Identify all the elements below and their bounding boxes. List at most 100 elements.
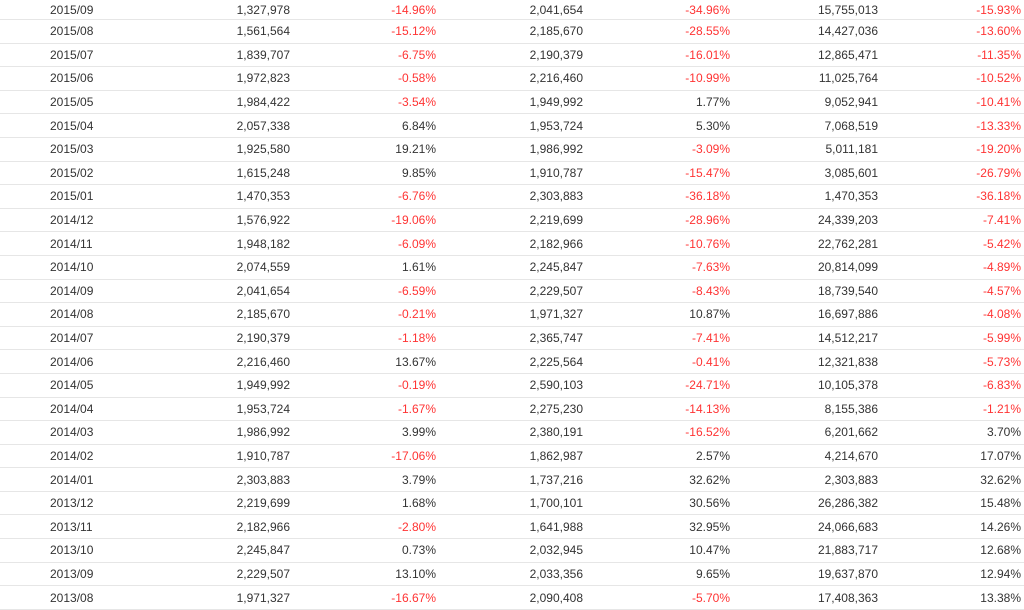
month-cell: 2013/08 bbox=[50, 590, 94, 605]
change-3-cell: 17.07% bbox=[980, 448, 1021, 463]
value-1-cell: 1,948,182 bbox=[236, 236, 290, 251]
change-3-cell: 12.94% bbox=[980, 566, 1021, 581]
change-2-cell: -7.41% bbox=[691, 331, 730, 346]
change-1-cell: 1.68% bbox=[401, 496, 436, 511]
value-1-cell: 1,984,422 bbox=[236, 95, 290, 110]
value-2-cell: 2,219,699 bbox=[529, 213, 583, 228]
value-3-cell: 20,814,099 bbox=[817, 260, 878, 275]
change-3-cell: 13.38% bbox=[980, 590, 1021, 605]
change-2-cell: -34.96% bbox=[685, 2, 730, 17]
month-cell: 2014/06 bbox=[50, 354, 94, 369]
change-2-cell: -8.43% bbox=[691, 283, 730, 298]
change-1-cell: -14.96% bbox=[391, 2, 436, 17]
month-cell: 2014/11 bbox=[50, 236, 93, 251]
table-row: 2014/04 1,953,724 -1.67% 2,275,230 -14.13% 8,… bbox=[0, 398, 1024, 422]
change-2-cell: 10.87% bbox=[689, 307, 730, 322]
change-2-cell: -10.76% bbox=[685, 236, 730, 251]
value-1-cell: 2,182,966 bbox=[236, 519, 290, 534]
value-3-cell: 24,066,683 bbox=[817, 519, 878, 534]
change-2-cell: 9.65% bbox=[695, 566, 730, 581]
value-1-cell: 1,839,707 bbox=[236, 47, 290, 62]
change-2-cell: 2.57% bbox=[695, 448, 730, 463]
change-2-cell: -36.18% bbox=[685, 189, 730, 204]
value-3-cell: 19,637,870 bbox=[817, 566, 878, 581]
month-cell: 2015/08 bbox=[50, 24, 94, 39]
change-1-cell: -1.18% bbox=[397, 331, 436, 346]
value-3-cell: 3,085,601 bbox=[824, 165, 878, 180]
change-3-cell: -11.35% bbox=[977, 47, 1021, 62]
value-1-cell: 1,986,992 bbox=[236, 425, 290, 440]
table-row: 2015/05 1,984,422 -3.54% 1,949,992 1.77% 9,05… bbox=[0, 91, 1024, 115]
month-cell: 2015/04 bbox=[50, 118, 94, 133]
table-row: 2014/12 1,576,922 -19.06% 2,219,699 -28.96% 2… bbox=[0, 209, 1024, 233]
month-cell: 2014/03 bbox=[50, 425, 94, 440]
month-cell: 2015/01 bbox=[50, 189, 94, 204]
change-2-cell: 32.62% bbox=[689, 472, 730, 487]
value-1-cell: 1,561,564 bbox=[236, 24, 290, 39]
change-2-cell: 1.77% bbox=[695, 95, 730, 110]
value-1-cell: 2,185,670 bbox=[236, 307, 290, 322]
value-3-cell: 1,470,353 bbox=[824, 189, 878, 204]
change-3-cell: -4.89% bbox=[982, 260, 1021, 275]
change-3-cell: -13.33% bbox=[976, 118, 1021, 133]
value-2-cell: 2,032,945 bbox=[529, 543, 583, 558]
value-1-cell: 1,576,922 bbox=[236, 213, 290, 228]
value-3-cell: 7,068,519 bbox=[824, 118, 878, 133]
change-2-cell: -14.13% bbox=[685, 401, 730, 416]
change-2-cell: -28.55% bbox=[685, 24, 730, 39]
change-2-cell: -0.41% bbox=[691, 354, 730, 369]
month-cell: 2014/02 bbox=[50, 448, 94, 463]
change-2-cell: 10.47% bbox=[689, 543, 730, 558]
value-3-cell: 12,321,838 bbox=[817, 354, 878, 369]
month-cell: 2013/11 bbox=[50, 519, 93, 534]
value-1-cell: 2,229,507 bbox=[236, 566, 290, 581]
value-1-cell: 1,971,327 bbox=[236, 590, 290, 605]
change-1-cell: 13.10% bbox=[395, 566, 436, 581]
change-2-cell: -16.01% bbox=[685, 47, 730, 62]
change-3-cell: -15.93% bbox=[976, 2, 1021, 17]
month-cell: 2015/07 bbox=[50, 47, 94, 62]
change-1-cell: -2.80% bbox=[397, 519, 436, 534]
value-2-cell: 1,737,216 bbox=[529, 472, 583, 487]
value-3-cell: 21,883,717 bbox=[817, 543, 878, 558]
change-1-cell: -3.54% bbox=[397, 95, 436, 110]
change-1-cell: -6.09% bbox=[397, 236, 436, 251]
table-row: 2014/01 2,303,883 3.79% 1,737,216 32.62% 2,30… bbox=[0, 468, 1024, 492]
value-1-cell: 2,057,338 bbox=[236, 118, 290, 133]
change-2-cell: -10.99% bbox=[685, 71, 730, 86]
value-1-cell: 1,925,580 bbox=[236, 142, 290, 157]
value-2-cell: 2,365,747 bbox=[529, 331, 583, 346]
change-1-cell: -6.59% bbox=[397, 283, 436, 298]
change-3-cell: -4.08% bbox=[982, 307, 1021, 322]
table-row: 2013/11 2,182,966 -2.80% 1,641,988 32.95% 24,… bbox=[0, 515, 1024, 540]
change-1-cell: -16.67% bbox=[391, 590, 436, 605]
change-1-cell: 19.21% bbox=[395, 142, 436, 157]
month-cell: 2014/12 bbox=[50, 213, 94, 228]
table-row: 2015/06 1,972,823 -0.58% 2,216,460 -10.99% 11… bbox=[0, 67, 1024, 91]
value-3-cell: 11,025,764 bbox=[818, 71, 878, 86]
month-cell: 2014/08 bbox=[50, 307, 94, 322]
value-3-cell: 10,105,378 bbox=[817, 378, 878, 393]
value-2-cell: 1,986,992 bbox=[529, 142, 583, 157]
change-3-cell: -10.52% bbox=[976, 71, 1021, 86]
month-cell: 2014/04 bbox=[50, 401, 94, 416]
month-cell: 2014/05 bbox=[50, 378, 94, 393]
table-row: 2014/06 2,216,460 13.67% 2,225,564 -0.41% 12,… bbox=[0, 350, 1024, 374]
month-cell: 2013/10 bbox=[50, 543, 94, 558]
change-2-cell: -5.70% bbox=[691, 590, 730, 605]
table-row: 2015/03 1,925,580 19.21% 1,986,992 -3.09% 5,0… bbox=[0, 138, 1024, 162]
value-3-cell: 14,427,036 bbox=[817, 24, 878, 39]
value-2-cell: 1,862,987 bbox=[529, 448, 583, 463]
change-3-cell: -10.41% bbox=[976, 95, 1021, 110]
change-1-cell: -0.58% bbox=[397, 71, 436, 86]
change-3-cell: -5.42% bbox=[982, 236, 1021, 251]
change-2-cell: 5.30% bbox=[695, 118, 730, 133]
value-1-cell: 2,074,559 bbox=[236, 260, 290, 275]
value-2-cell: 2,090,408 bbox=[529, 590, 583, 605]
value-1-cell: 2,303,883 bbox=[236, 472, 290, 487]
value-1-cell: 2,190,379 bbox=[236, 331, 290, 346]
change-1-cell: -1.67% bbox=[397, 401, 436, 416]
value-3-cell: 22,762,281 bbox=[817, 236, 878, 251]
value-3-cell: 9,052,941 bbox=[824, 95, 878, 110]
